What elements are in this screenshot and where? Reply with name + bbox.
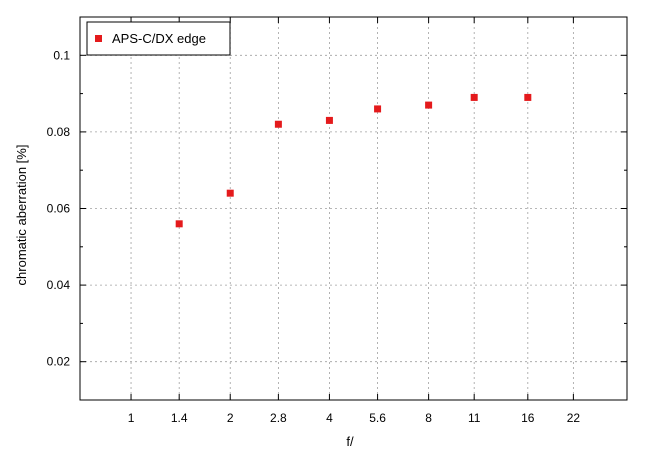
legend-marker <box>95 35 102 42</box>
x-tick-label: 5.6 <box>369 411 386 425</box>
data-point <box>226 189 234 197</box>
data-point <box>425 101 433 109</box>
y-tick-label: 0.08 <box>47 125 71 139</box>
x-tick-label: 2 <box>227 411 234 425</box>
data-point <box>175 220 183 228</box>
y-tick-labels: 0.02 0.04 0.06 0.08 0.1 <box>47 48 71 368</box>
legend-box <box>86 21 231 56</box>
x-tick-label: 4 <box>326 411 333 425</box>
y-tick-label: 0.06 <box>47 202 71 216</box>
data-point <box>524 93 532 101</box>
grid-lines <box>80 17 627 400</box>
y-tick-label: 0.04 <box>47 278 71 292</box>
y-axis-label: chromatic aberration [%] <box>14 145 29 286</box>
plot-frame <box>79 16 628 401</box>
x-tick-label: 2.8 <box>270 411 287 425</box>
x-tick-label: 16 <box>521 411 535 425</box>
data-point <box>374 105 382 113</box>
x-tick-label: 11 <box>468 411 481 425</box>
y-tick-label: 0.1 <box>53 48 70 62</box>
x-tick-label: 1.4 <box>171 411 188 425</box>
data-point <box>470 93 478 101</box>
x-tick-label: 1 <box>128 411 135 425</box>
data-point <box>325 116 333 124</box>
y-tick-label: 0.02 <box>47 355 71 369</box>
x-tick-label: 22 <box>567 411 581 425</box>
x-axis-label: f/ <box>346 434 354 449</box>
axis-ticks <box>80 17 627 400</box>
data-point <box>274 120 282 128</box>
data-points <box>175 93 532 228</box>
legend: APS-C/DX edge <box>86 21 231 56</box>
legend-label: APS-C/DX edge <box>112 31 206 46</box>
x-tick-label: 8 <box>425 411 432 425</box>
x-tick-labels: 1 1.4 2 2.8 4 5.6 8 11 16 22 <box>128 411 581 425</box>
